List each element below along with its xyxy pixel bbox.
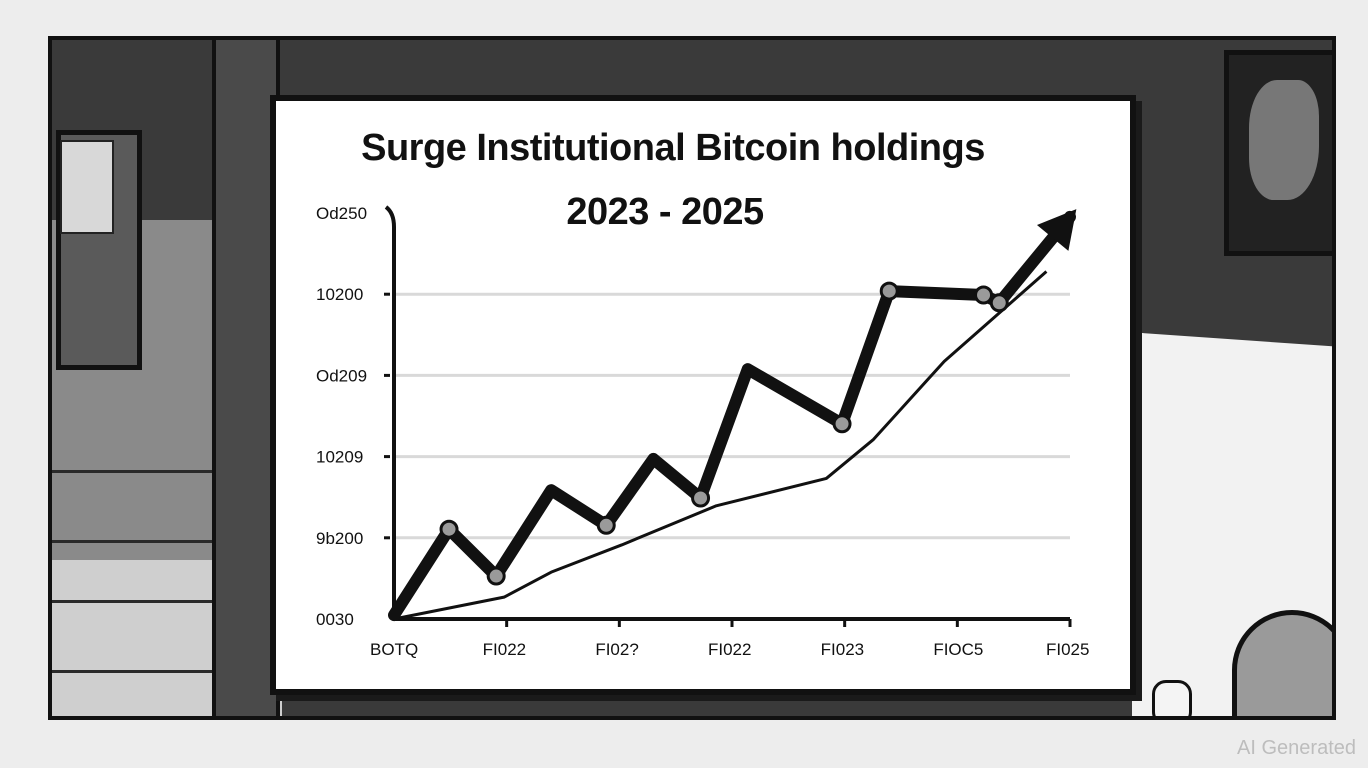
y-tick-label: Od209 — [316, 366, 367, 385]
data-point — [989, 293, 1009, 313]
line-chart: Od250 10200 Od209 10209 9b200 0030 BOTQ FI022 FI… — [316, 204, 1089, 659]
x-tick-label: FI025 — [1046, 640, 1089, 659]
x-tick-label: FIOC5 — [933, 640, 983, 659]
left-frame-paper — [60, 140, 114, 234]
brick-line — [52, 670, 282, 673]
x-tick-label: FI023 — [821, 640, 864, 659]
data-point — [439, 519, 459, 539]
chart-board: Surge Institutional Bitcoin holdings 202… — [270, 95, 1136, 695]
y-tick-label: 0030 — [316, 610, 354, 629]
cup — [1152, 680, 1192, 716]
data-point — [879, 281, 899, 301]
frame-picture — [1249, 80, 1319, 200]
x-tick-label: FI022 — [708, 640, 751, 659]
desk-object — [1232, 610, 1332, 716]
brick-line — [52, 540, 282, 543]
data-point — [691, 488, 711, 508]
y-axis — [384, 205, 396, 619]
watermark: AI Generated — [1237, 737, 1356, 759]
chart-title: Surge Institutional Bitcoin holdings — [361, 127, 985, 169]
data-point — [486, 566, 506, 586]
data-point — [974, 285, 994, 305]
x-tick-label: FI022 — [483, 640, 526, 659]
brick-line — [52, 600, 282, 603]
series-line-main — [388, 210, 1076, 622]
y-tick-label: 10209 — [316, 448, 363, 467]
data-point — [596, 515, 616, 535]
chart-subtitle: 2023 - 2025 — [566, 191, 764, 233]
brick-line — [52, 470, 282, 473]
x-tick-label: BOTQ — [370, 640, 418, 659]
y-tick-label: Od250 — [316, 204, 367, 223]
right-picture-frame — [1224, 50, 1332, 256]
x-tick-label: FI02? — [595, 640, 638, 659]
background-scene: Surge Institutional Bitcoin holdings 202… — [48, 36, 1336, 720]
y-tick-label: 9b200 — [316, 529, 363, 548]
series-line-thin — [393, 270, 1048, 621]
arrow-head — [1036, 209, 1077, 251]
data-point — [832, 414, 852, 434]
y-tick-label: 10200 — [316, 285, 363, 304]
